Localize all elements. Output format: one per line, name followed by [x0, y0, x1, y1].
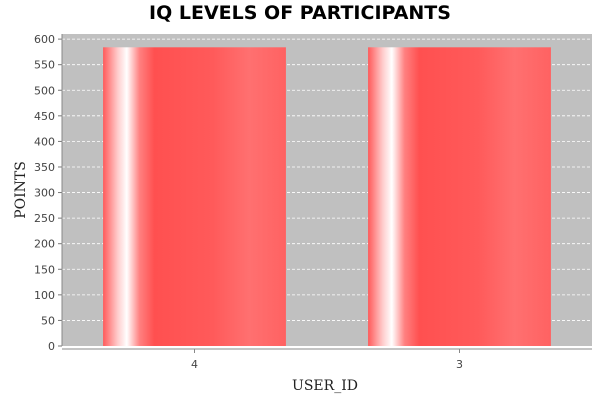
x-tick-label: 4 [191, 358, 198, 371]
bars [103, 47, 551, 346]
x-tick-label: 3 [456, 358, 463, 371]
y-axis: 0 50 100 150 200 250 300 350 400 450 500 550 600 [34, 33, 63, 353]
y-tick-label: 400 [34, 135, 55, 148]
y-tick-label: 500 [34, 84, 55, 97]
bar [368, 47, 551, 346]
y-tick-label: 600 [34, 33, 55, 46]
y-tick-label: 550 [34, 59, 55, 72]
y-tick-label: 450 [34, 110, 55, 123]
y-tick-label: 200 [34, 238, 55, 251]
y-tick-label: 350 [34, 161, 55, 174]
y-axis-label: POINTS [13, 161, 29, 219]
y-tick-label: 0 [48, 340, 55, 353]
chart-title: IQ LEVELS OF PARTICIPANTS [149, 2, 451, 24]
y-tick-label: 50 [41, 314, 55, 327]
y-tick-label: 100 [34, 289, 55, 302]
y-tick-label: 150 [34, 263, 55, 276]
x-axis-label: USER_ID [292, 378, 358, 394]
y-tick-label: 250 [34, 212, 55, 225]
bar [103, 47, 286, 346]
y-tick-label: 300 [34, 187, 55, 200]
